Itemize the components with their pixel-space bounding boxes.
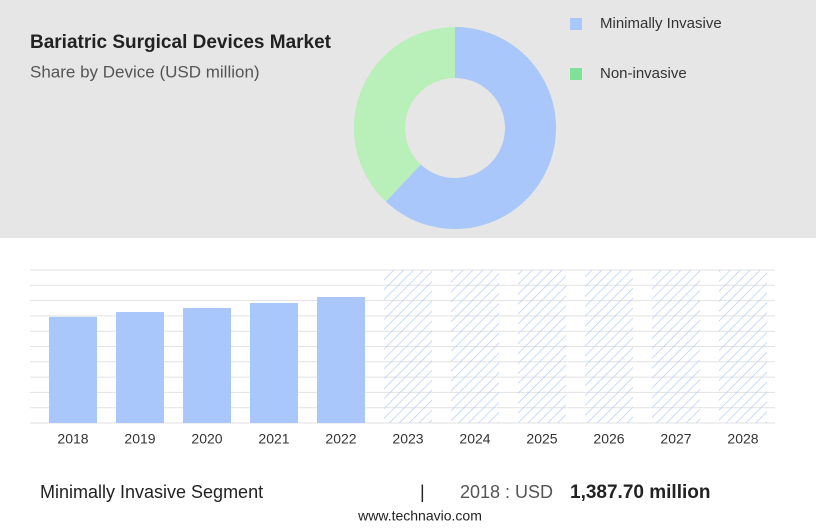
- x-tick-label: 2026: [593, 431, 624, 447]
- bar: [183, 308, 231, 423]
- x-tick-label: 2027: [660, 431, 691, 447]
- x-tick-label: 2023: [392, 431, 423, 447]
- legend-swatch: [570, 18, 582, 30]
- chart-subtitle: Share by Device (USD million): [30, 62, 260, 81]
- x-tick-label: 2028: [727, 431, 758, 447]
- x-tick-label: 2021: [258, 431, 289, 447]
- x-tick-label: 2022: [325, 431, 356, 447]
- x-tick-label: 2020: [191, 431, 222, 447]
- footer-highlight: 2018 : USD: [460, 482, 553, 502]
- legend-label: Minimally Invasive: [600, 15, 722, 32]
- bar: [116, 311, 164, 423]
- bar: [317, 297, 365, 423]
- source: www.technavio.com: [357, 508, 482, 524]
- pie-slice: [354, 27, 455, 202]
- bar: [250, 302, 298, 423]
- chart-title: Bariatric Surgical Devices Market: [30, 32, 332, 53]
- x-tick-label: 2019: [124, 431, 155, 447]
- footer-segment: Minimally Invasive Segment: [40, 482, 263, 502]
- pie-slice: [385, 27, 557, 229]
- x-tick-label: 2024: [459, 431, 490, 447]
- x-tick-label: 2018: [57, 431, 88, 447]
- legend-label: Non-invasive: [600, 65, 687, 82]
- forecast-column: [384, 270, 432, 423]
- forecast-column: [719, 270, 767, 423]
- forecast-column: [585, 270, 633, 423]
- footer-separator: |: [420, 482, 425, 502]
- x-tick-label: 2025: [526, 431, 557, 447]
- bar: [49, 316, 97, 423]
- forecast-column: [652, 270, 700, 423]
- forecast-column: [451, 270, 499, 423]
- footer-value: 1,387.70 million: [570, 482, 710, 503]
- legend-swatch: [570, 68, 582, 80]
- forecast-column: [518, 270, 566, 423]
